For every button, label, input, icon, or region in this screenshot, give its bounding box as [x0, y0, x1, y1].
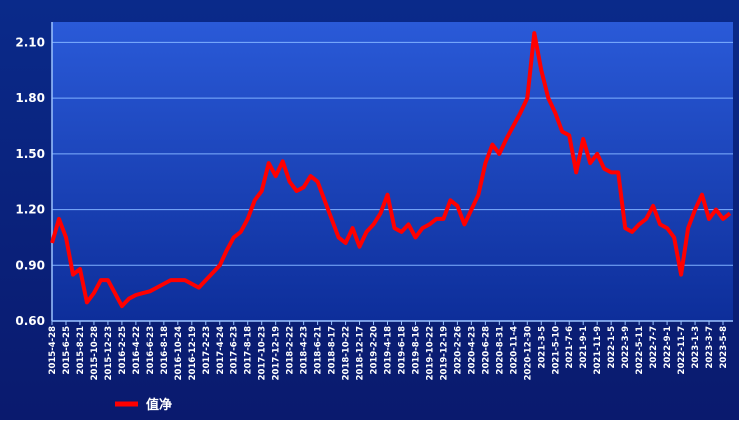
x-tick-label: 2018-2-22 [286, 326, 296, 375]
x-tick-label: 2023-5-8 [719, 326, 729, 369]
plot-area [52, 22, 733, 321]
x-tick-label: 2018-4-23 [300, 326, 310, 375]
y-tick-label: 1.20 [15, 203, 45, 217]
x-tick-label: 2023-1-3 [691, 326, 701, 369]
x-tick-label: 2022-11-7 [677, 326, 687, 375]
x-tick-label: 2018-10-22 [342, 326, 352, 380]
x-tick-label: 2019-8-16 [411, 326, 421, 375]
y-tick-label: 1.80 [15, 91, 45, 105]
x-tick-label: 2016-10-24 [174, 326, 184, 380]
x-tick-label: 2019-10-22 [425, 326, 435, 380]
x-tick-label: 2017-2-23 [202, 326, 212, 375]
legend-label: 值净 [146, 397, 172, 413]
x-tick-label: 2020-2-26 [453, 326, 463, 375]
x-tick-label: 2015-12-23 [104, 326, 114, 380]
y-tick-label: 2.10 [15, 35, 45, 49]
x-tick-label: 2018-6-21 [314, 326, 324, 375]
y-tick-label: 0.90 [15, 258, 45, 272]
x-tick-label: 2019-2-20 [370, 326, 380, 375]
x-tick-label: 2019-4-18 [384, 326, 394, 375]
x-tick-label: 2022-3-9 [621, 326, 631, 369]
x-tick-label: 2015-8-21 [76, 326, 86, 375]
x-tick-label: 2017-12-19 [272, 326, 282, 380]
y-tick-label: 0.60 [15, 314, 45, 328]
x-tick-label: 2016-6-23 [146, 326, 156, 375]
x-tick-label: 2022-5-11 [635, 326, 645, 375]
y-tick-label: 1.50 [15, 147, 45, 161]
x-tick-label: 2015-10-28 [90, 326, 100, 380]
x-tick-label: 2017-6-23 [230, 326, 240, 375]
x-tick-label: 2020-6-28 [481, 326, 491, 375]
x-tick-label: 2021-11-9 [593, 326, 603, 375]
x-tick-label: 2019-6-18 [397, 326, 407, 375]
x-tick-label: 2017-4-24 [216, 326, 226, 375]
x-tick-label: 2020-12-30 [523, 326, 533, 380]
x-tick-label: 2016-8-18 [160, 326, 170, 375]
x-tick-label: 2015-6-25 [62, 326, 72, 375]
x-tick-label: 2023-3-7 [705, 326, 715, 369]
x-tick-label: 2018-12-17 [356, 326, 366, 380]
x-tick-label: 2020-8-31 [495, 326, 505, 375]
x-tick-label: 2016-4-22 [132, 326, 142, 375]
x-tick-label: 2021-9-1 [579, 326, 589, 369]
x-tick-label: 2022-7-7 [649, 326, 659, 369]
x-tick-label: 2016-2-25 [118, 326, 128, 375]
x-tick-label: 2021-7-6 [565, 326, 575, 369]
x-tick-label: 2016-12-19 [188, 326, 198, 380]
data-line [50, 31, 732, 309]
x-tick-label: 2021-3-5 [537, 326, 547, 369]
x-tick-label: 2022-1-5 [607, 326, 617, 369]
x-tick-label: 2015-4-28 [48, 326, 58, 375]
x-tick-label: 2021-5-10 [551, 326, 561, 375]
x-tick-label: 2022-9-1 [663, 326, 673, 369]
x-tick-label: 2020-4-23 [467, 326, 477, 375]
x-tick-label: 2017-8-18 [244, 326, 254, 375]
x-tick-label: 2019-12-19 [439, 326, 449, 380]
x-tick-label: 2018-8-17 [328, 326, 338, 375]
x-tick-label: 2017-10-23 [258, 326, 268, 380]
x-tick-label: 2020-11-4 [509, 326, 519, 375]
